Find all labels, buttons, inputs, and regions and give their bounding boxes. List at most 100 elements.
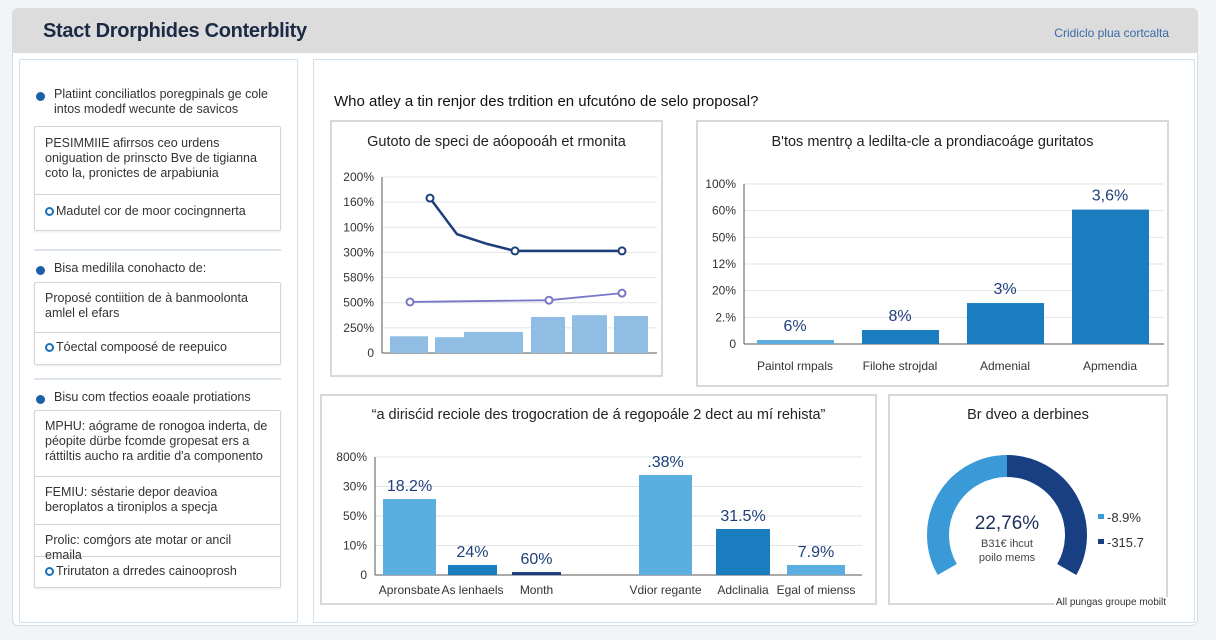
chart-svg: 0 2.% 20% 12% 50% 60% 100% 6% Paintol rmpals 8% Fi…	[705, 177, 1164, 373]
data-label: 3%	[993, 281, 1016, 298]
chart-svg: 22,76% B31€ ihcut poilo mems -8.9% -315.7	[927, 455, 1144, 575]
gauge-value: 22,76%	[975, 513, 1040, 534]
chart-line-combo: Gutoto de speci de aóopooáh et rmonita 0…	[330, 120, 663, 377]
bar	[512, 572, 561, 575]
list-item[interactable]: MPHU: aógrame de ronogoa inderta, de péo…	[45, 419, 268, 463]
data-label: 24%	[456, 544, 488, 561]
x-tick-label: Vdior regante	[629, 583, 701, 597]
data-label: 7.9%	[798, 544, 834, 561]
sidebar-section-heading: Platiint conciliatlos poregpinals ge col…	[32, 87, 297, 117]
chart-bar-1: B'tos mentrǫ a ledilta-cle a prondiacoág…	[696, 120, 1169, 387]
gauge-label: B31€ ihcut	[981, 538, 1033, 550]
y-tick-label: 20%	[712, 284, 736, 298]
legend-label: -8.9%	[1107, 510, 1141, 525]
bar	[862, 330, 939, 344]
header-bar: Stact Drorphides Conterblity Cridiclo pl…	[13, 9, 1197, 53]
series-line	[428, 197, 622, 253]
bullet-icon	[36, 395, 45, 404]
data-label: 31.5%	[720, 508, 765, 525]
data-point	[425, 193, 435, 203]
data-label: 60%	[520, 551, 552, 568]
y-tick-label: 12%	[712, 257, 736, 271]
y-tick-label: 100%	[343, 220, 374, 234]
divider	[34, 378, 281, 380]
sidebar-card: MPHU: aógrame de ronogoa inderta, de péo…	[34, 410, 281, 588]
bar	[435, 337, 465, 353]
y-tick-label: 580%	[343, 271, 374, 285]
bar	[572, 315, 607, 353]
y-tick-label: 100%	[705, 177, 736, 191]
x-tick-label: Apronsbate	[379, 583, 441, 597]
bar	[390, 336, 428, 353]
footer-note: All pungas groupe mobilt	[1053, 597, 1168, 608]
bullet-icon	[36, 266, 45, 275]
gauge-segment	[927, 455, 1008, 575]
data-point	[405, 297, 415, 307]
data-point	[617, 288, 627, 298]
x-tick-label: Egal of mienss	[777, 583, 856, 597]
y-tick-label: 50%	[712, 230, 736, 244]
main-panel: Who atley a tin renjor des trdition en u…	[313, 59, 1195, 623]
y-tick-label: 250%	[343, 321, 374, 335]
sidebar-section-heading: Bisu com tfectios eoaale protiations	[32, 390, 251, 405]
chart-title: B'tos mentrǫ a ledilta-cle a prondiacoág…	[771, 134, 1094, 150]
y-tick-label: 60%	[712, 204, 736, 218]
radio-icon	[45, 343, 54, 352]
list-item[interactable]: FEMIU: séstarie depor deavioa beroplatos…	[35, 476, 280, 524]
data-point	[510, 246, 520, 256]
y-tick-label: 160%	[343, 195, 374, 209]
chart-gauge: Br dveo a derbines 22,76% B31€ ihcut poilo…	[888, 394, 1168, 605]
gauge-label: poilo mems	[979, 552, 1036, 564]
chart-bar-2: “a dirisćid reciole des trogocration de …	[320, 394, 877, 605]
data-point	[544, 295, 554, 305]
y-tick-label: 30%	[343, 480, 367, 494]
radio-icon	[45, 207, 54, 216]
bar	[757, 340, 834, 344]
list-item[interactable]: Proposé contiition de à banmoolonta amle…	[45, 291, 248, 320]
chart-title: Br dveo a derbines	[967, 407, 1089, 423]
chart-title: Gutoto de speci de aóopooáh et rmonita	[367, 134, 626, 150]
list-item[interactable]: PESIMMIIE afirrsos ceo urdens oniguation…	[45, 136, 257, 180]
data-label: .38%	[647, 454, 683, 471]
bar	[464, 331, 523, 353]
sidebar-card: Proposé contiition de à banmoolonta amle…	[34, 282, 281, 365]
x-tick-label: Adclinalia	[717, 583, 769, 597]
list-item[interactable]: Prolic: comǵors ate motar or ancil email…	[35, 524, 280, 562]
gauge-segment	[1006, 455, 1087, 575]
chart-title: “a dirisćid reciole des trogocration de …	[371, 407, 826, 423]
y-tick-label: 0	[360, 568, 367, 582]
chart-svg: 0 250% 500% 580% 300% 100% 160% 200%	[343, 170, 657, 360]
x-tick-label: Paintol rmpals	[757, 359, 833, 373]
legend-label: -315.7	[1107, 535, 1144, 550]
y-tick-label: 0	[729, 337, 736, 351]
divider	[34, 249, 281, 251]
header-link[interactable]: Cridiclo plua cortcalta	[1054, 26, 1169, 40]
sidebar-section-heading: Bisa medilila conohacto de:	[32, 261, 206, 276]
y-tick-label: 200%	[343, 170, 374, 184]
question-heading: Who atley a tin renjor des trdition en u…	[334, 93, 759, 110]
list-item[interactable]: Tóectal compoosé de reepuico	[35, 332, 280, 361]
chart-svg: 0 10% 50% 30% 800% 18.2% Apronsbate 24% As lenha…	[336, 450, 862, 597]
sidebar-card: PESIMMIIE afirrsos ceo urdens oniguation…	[34, 126, 281, 231]
bar	[639, 474, 692, 575]
series-line	[409, 292, 623, 303]
data-label: 6%	[783, 318, 806, 335]
y-tick-label: 2.%	[715, 310, 736, 324]
y-tick-label: 0	[367, 346, 374, 360]
y-tick-label: 10%	[343, 539, 367, 553]
bullet-icon	[36, 92, 45, 101]
bar	[1072, 209, 1149, 344]
x-tick-label: Filohe strojdal	[863, 359, 938, 373]
list-item[interactable]: Trirutaton a drredes cainooprosh	[35, 556, 280, 585]
data-point	[617, 246, 627, 256]
y-tick-label: 300%	[343, 245, 374, 259]
y-tick-label: 800%	[336, 450, 367, 464]
list-item[interactable]: Madutel cor de moor cocingnnerta	[35, 194, 280, 225]
bar	[967, 303, 1044, 344]
bar	[716, 528, 770, 575]
data-label: 3,6%	[1092, 188, 1128, 205]
legend-swatch	[1098, 514, 1104, 519]
page-title: Stact Drorphides Conterblity	[43, 20, 307, 42]
radio-icon	[45, 567, 54, 576]
x-tick-label: As lenhaels	[441, 583, 503, 597]
